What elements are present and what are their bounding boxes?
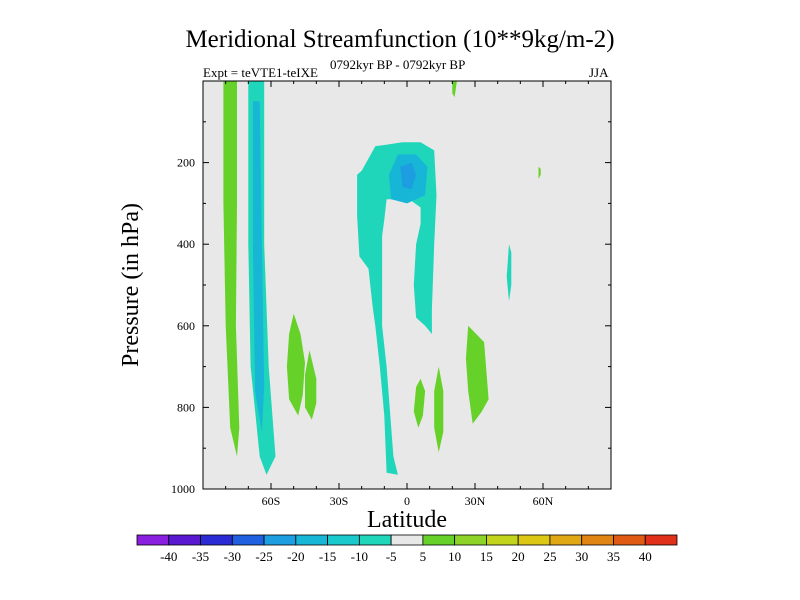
colorbar-swatch	[613, 534, 646, 546]
colorbar-swatch	[390, 534, 424, 546]
x-tick-label: 0	[404, 494, 410, 508]
contour-tropical-inner	[400, 162, 417, 190]
x-axis-title: Latitude	[367, 507, 447, 533]
contour-sh-core-column	[252, 101, 265, 432]
experiment-label: Expt = teVTE1-teIXE	[203, 65, 318, 80]
y-axis-title: Pressure (in hPa)	[118, 203, 144, 367]
colorbar-label: 35	[607, 549, 620, 564]
contour-sh-mid-blob-2	[305, 350, 317, 420]
contour-sh-positive-column	[223, 81, 240, 457]
contour-sh-mid-blob	[286, 313, 305, 416]
colorbar-label: -20	[287, 549, 304, 564]
contour-regions	[223, 81, 541, 475]
contour-nh-small-dot	[538, 166, 541, 179]
colorbar-label: 40	[639, 549, 652, 564]
contour-nh-blob-b	[434, 366, 444, 453]
y-axis: 200 400 600 800 1000	[171, 121, 611, 496]
colorbar-swatch	[136, 534, 170, 546]
contour-nh-blob-c	[465, 325, 489, 424]
colorbar-swatch	[581, 534, 614, 546]
colorbar-swatch	[168, 534, 201, 546]
colorbar: -40 -35 -30 -25 -20 -15 -10 -5 5 10 15 20 25 30 35 40	[136, 534, 678, 564]
season-label: JJA	[589, 65, 609, 80]
colorbar-swatch	[358, 534, 392, 546]
y-tick-label: 400	[177, 237, 195, 251]
colorbar-label: 20	[512, 549, 525, 564]
y-tick-label: 800	[177, 400, 195, 414]
period-label: 0792kyr BP - 0792kyr BP	[330, 57, 466, 72]
x-tick-label: 30S	[330, 494, 349, 508]
colorbar-label: 15	[480, 549, 493, 564]
colorbar-label: -25	[255, 549, 272, 564]
colorbar-swatch	[486, 534, 519, 546]
colorbar-swatch	[517, 534, 551, 546]
contour-nh-blob-a	[413, 378, 426, 428]
y-tick-label: 600	[177, 319, 195, 333]
colorbar-label: -15	[319, 549, 336, 564]
contour-nh-top-streak	[452, 81, 457, 98]
colorbar-label: 5	[420, 549, 427, 564]
contour-tropical-cell	[357, 142, 437, 475]
x-tick-label: 30N	[465, 494, 486, 508]
chart-title: Meridional Streamfunction (10**9kg/m-2)	[185, 26, 615, 53]
colorbar-label: 30	[575, 549, 588, 564]
colorbar-label: -30	[224, 549, 241, 564]
colorbar-swatch	[295, 534, 328, 546]
colorbar-label: 25	[543, 549, 556, 564]
colorbar-swatch	[454, 534, 487, 546]
colorbar-label: -35	[192, 549, 209, 564]
colorbar-swatch	[549, 534, 583, 546]
colorbar-swatch	[200, 534, 233, 546]
y-tick-label: 1000	[171, 482, 195, 496]
colorbar-swatch	[263, 534, 297, 546]
colorbar-label: -5	[386, 549, 397, 564]
contour-nh-right-streak	[506, 244, 512, 302]
x-tick-label: 60S	[262, 494, 281, 508]
colorbar-swatch	[644, 534, 678, 546]
colorbar-label: -40	[160, 549, 177, 564]
colorbar-label: -10	[351, 549, 368, 564]
x-tick-label: 60N	[533, 494, 554, 508]
colorbar-swatch	[422, 534, 456, 546]
colorbar-swatch	[327, 534, 360, 546]
y-tick-label: 200	[177, 156, 195, 170]
x-axis: 60S 30S 0 30N 60N	[225, 81, 589, 508]
colorbar-label: 10	[448, 549, 461, 564]
colorbar-swatch	[231, 534, 265, 546]
